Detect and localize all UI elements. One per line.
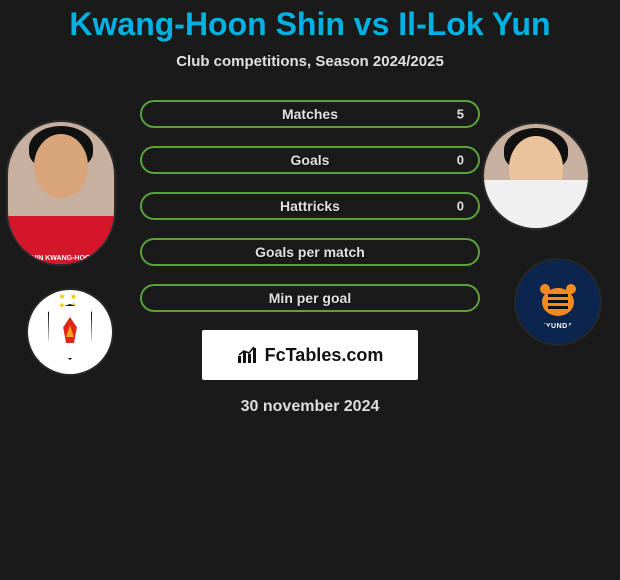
stat-value-right: 5 (457, 107, 464, 122)
stat-label: Goals (291, 152, 330, 168)
stat-value-right: 0 (457, 199, 464, 214)
stat-label: Hattricks (280, 198, 340, 214)
stat-row: Matches 5 (140, 100, 480, 128)
flame-icon (61, 317, 79, 343)
brand-badge: FcTables.com (202, 330, 418, 380)
stat-label: Matches (282, 106, 338, 122)
date-text: 30 november 2024 (0, 398, 620, 416)
shield-icon (47, 304, 93, 360)
page-title: Kwang-Hoon Shin vs Il-Lok Yun (0, 6, 620, 43)
stat-label: Min per goal (269, 290, 351, 306)
stat-row: Goals per match (140, 238, 480, 266)
stat-row: Goals 0 (140, 146, 480, 174)
stat-row: Min per goal (140, 284, 480, 312)
bars-icon (237, 346, 259, 364)
club-right-label: HYUNDAI (540, 323, 575, 330)
stat-label: Goals per match (255, 244, 365, 260)
infographic-root: Kwang-Hoon Shin vs Il-Lok Yun Club compe… (0, 0, 620, 580)
stats-area: Matches 5 Goals 0 Hattricks 0 Goals per match M… (0, 100, 620, 312)
stat-row: Hattricks 0 (140, 192, 480, 220)
stat-value-right: 0 (457, 153, 464, 168)
brand-text: FcTables.com (265, 345, 384, 366)
subtitle: Club competitions, Season 2024/2025 (0, 53, 620, 70)
